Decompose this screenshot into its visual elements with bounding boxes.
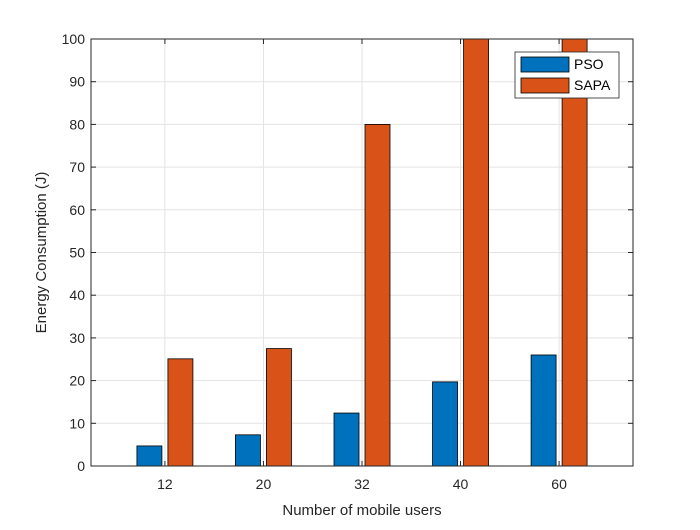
legend-label-sapa: SAPA xyxy=(574,77,611,93)
bar-sapa xyxy=(463,38,489,467)
bar-pso xyxy=(333,412,360,467)
x-tick-label: 12 xyxy=(157,476,173,492)
bar-pso xyxy=(235,434,261,467)
legend-swatch-sapa xyxy=(520,77,570,94)
y-tick-label: 60 xyxy=(69,202,85,218)
x-tick-label: 32 xyxy=(354,476,370,492)
y-tick-label: 80 xyxy=(69,116,85,132)
y-tick-label: 30 xyxy=(69,330,85,346)
x-tick-label: 20 xyxy=(256,476,272,492)
x-axis-label: Number of mobile users xyxy=(282,502,441,519)
grid-lines xyxy=(91,39,633,466)
bar-pso xyxy=(432,381,458,467)
y-tick-label: 10 xyxy=(69,415,85,431)
legend-swatch-pso xyxy=(520,56,570,73)
y-tick-label: 70 xyxy=(69,159,85,175)
y-tick-label: 40 xyxy=(69,287,85,303)
bar-sapa xyxy=(561,38,588,467)
y-tick-label: 100 xyxy=(62,31,86,47)
axis-ticks: 0 10 20 30 40 50 60 70 80 90 100 12 20 32 40 60 xyxy=(62,31,633,492)
bar-pso xyxy=(136,445,163,467)
y-tick-label: 90 xyxy=(69,74,85,90)
x-tick-label: 60 xyxy=(551,476,567,492)
y-axis-label: Energy Consumption (J) xyxy=(33,172,50,334)
bars xyxy=(136,38,588,467)
bar-sapa xyxy=(167,358,194,467)
x-tick-label: 40 xyxy=(453,476,469,492)
legend: PSO SAPA xyxy=(514,51,620,99)
y-tick-label: 20 xyxy=(69,373,85,389)
bar-sapa xyxy=(266,348,292,467)
y-tick-label: 0 xyxy=(77,458,85,474)
bar-sapa xyxy=(364,124,391,467)
bar-pso xyxy=(530,354,557,467)
y-tick-label: 50 xyxy=(69,245,85,261)
legend-label-pso: PSO xyxy=(574,56,604,72)
